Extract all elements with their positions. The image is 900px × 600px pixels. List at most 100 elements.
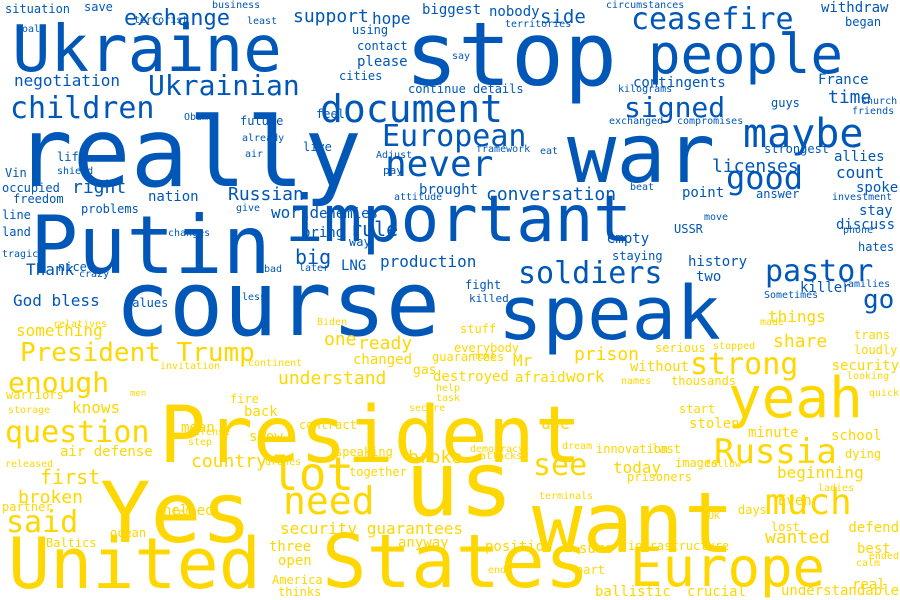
word: history [688, 254, 748, 271]
word: country [191, 450, 267, 472]
word: go [863, 284, 895, 315]
word: empty [607, 231, 650, 248]
word: allies [834, 149, 885, 166]
word: hope [372, 8, 411, 28]
word: together [349, 464, 407, 479]
word: need [283, 479, 375, 524]
word: lot [271, 447, 355, 502]
word: one [324, 328, 357, 350]
word: exchanged [609, 116, 664, 128]
word: crucial [687, 584, 747, 600]
word: defend [848, 520, 899, 537]
word: invitation [160, 361, 221, 373]
word: much [765, 481, 852, 523]
word: negotiation [14, 70, 120, 90]
word: strong [690, 346, 799, 382]
word: feel [316, 106, 345, 121]
word: signed [624, 91, 726, 125]
word: beginning [777, 462, 864, 482]
word: quick [868, 388, 899, 400]
word: secure [409, 403, 446, 415]
word: already [242, 133, 285, 145]
word: changed [353, 352, 413, 369]
word: two [696, 269, 722, 286]
word: cities [339, 68, 383, 83]
word: licenses [712, 155, 799, 177]
word: friends [852, 106, 895, 118]
word: fire [230, 391, 259, 406]
word: prison [574, 343, 640, 365]
word: fight [465, 277, 502, 292]
word: give [236, 203, 261, 215]
word: Mr [513, 350, 533, 370]
word: enough [8, 366, 110, 400]
word: next [472, 351, 497, 363]
word: people [648, 22, 844, 86]
word: rule [350, 217, 399, 242]
word: terminals [539, 491, 594, 503]
word: circumstances [606, 0, 685, 12]
word: relatives [53, 319, 108, 331]
word: things [768, 306, 826, 326]
word: best [857, 541, 891, 558]
word: trans [854, 327, 891, 342]
word: show [249, 429, 283, 446]
word: helped [163, 503, 214, 520]
word: President [159, 391, 582, 482]
word: Ukrainian [148, 69, 300, 103]
word: ladies [818, 483, 855, 495]
word: air defense [60, 444, 153, 461]
word: speak [498, 271, 721, 358]
word: security guarantees [280, 518, 464, 538]
word: stopped [713, 341, 756, 353]
word: Baltics [46, 535, 97, 550]
word: United [8, 523, 261, 600]
word: contact [357, 38, 408, 53]
word: side [540, 6, 586, 29]
word: part [576, 562, 605, 577]
word: changes [168, 228, 211, 240]
word: beat [630, 182, 655, 194]
word: compromises [677, 116, 744, 128]
word: guys [771, 95, 800, 110]
word: exchange [124, 5, 230, 31]
word: step [188, 437, 213, 449]
word: biggest [422, 2, 482, 19]
word: yeah [728, 366, 863, 432]
word: Ukraine [12, 13, 282, 88]
word: stuff [460, 321, 497, 336]
word: warriors [6, 387, 64, 402]
word: follow [705, 459, 742, 471]
word: killer [800, 280, 851, 297]
word: kilograms [618, 84, 673, 96]
word: dream [562, 441, 593, 453]
word: partner [2, 499, 53, 514]
word: nation [148, 189, 199, 206]
word: innovation [596, 441, 669, 456]
word: soldiers [518, 255, 663, 291]
word: God bless [13, 290, 100, 310]
word: territories [505, 19, 572, 31]
word: future [240, 113, 284, 128]
word: continue details [408, 81, 524, 96]
word: names [621, 376, 652, 388]
word: staying [612, 248, 663, 263]
word: line [2, 207, 31, 222]
word: today [613, 457, 662, 477]
word: three [269, 539, 312, 556]
word: real [852, 577, 886, 594]
word: see [533, 447, 588, 483]
word: left [172, 507, 197, 519]
word: began [845, 14, 882, 29]
word: mean [181, 420, 215, 437]
word: France [818, 72, 869, 89]
word: Adjust [376, 150, 413, 162]
word: security [831, 358, 899, 375]
word: enemies [319, 206, 379, 223]
word: work [566, 366, 605, 386]
word: later [299, 263, 330, 275]
word: said [6, 504, 79, 540]
word: world [271, 202, 320, 222]
word: President Trump [20, 337, 255, 368]
word: thinks [278, 584, 322, 599]
